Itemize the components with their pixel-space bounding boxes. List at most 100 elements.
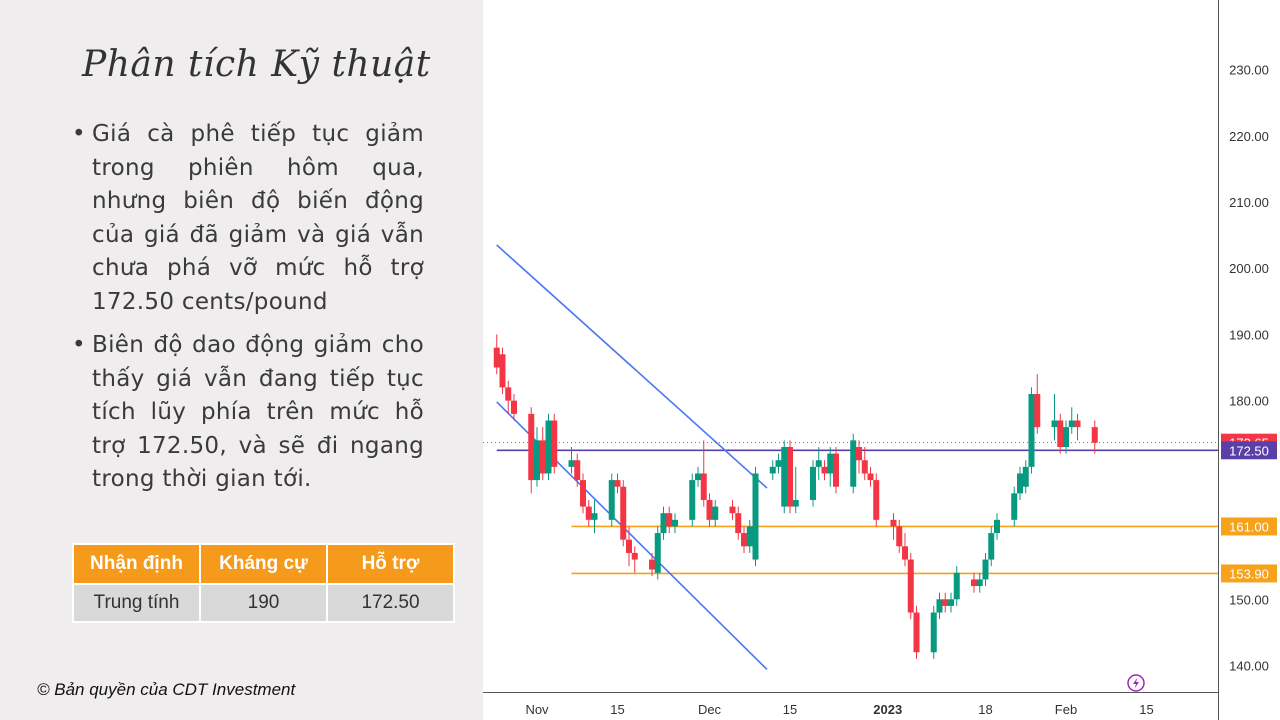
candle bbox=[608, 473, 615, 527]
candle-body bbox=[982, 559, 989, 580]
candle-body bbox=[1022, 466, 1029, 487]
candle-body bbox=[626, 539, 632, 553]
candle-body bbox=[706, 499, 713, 520]
candle bbox=[907, 552, 914, 620]
candle bbox=[1057, 413, 1064, 454]
candle bbox=[729, 499, 736, 520]
price-label: 172.50 bbox=[1221, 441, 1277, 460]
candle-body bbox=[741, 533, 747, 547]
candle-body bbox=[896, 526, 903, 547]
price-chart[interactable]: 230.00 220.00 210.00 200.00 190.00 180.00 150.… bbox=[483, 0, 1280, 720]
candle-body bbox=[672, 519, 678, 527]
candle-body bbox=[666, 513, 673, 527]
candle-body bbox=[781, 446, 788, 507]
candle bbox=[971, 572, 977, 593]
candle bbox=[867, 466, 874, 487]
candle bbox=[580, 473, 586, 514]
candle bbox=[585, 499, 592, 527]
price-label-text: 161.00 bbox=[1229, 519, 1269, 534]
price-tick-label: 220.00 bbox=[1229, 129, 1269, 144]
candle bbox=[712, 499, 719, 527]
candle-body bbox=[511, 400, 517, 414]
candle bbox=[511, 394, 517, 421]
header-resistance: Kháng cự bbox=[199, 543, 328, 585]
candle-body bbox=[649, 559, 655, 570]
chart-canvas[interactable]: 230.00 220.00 210.00 200.00 190.00 180.00 150.… bbox=[483, 0, 1280, 720]
candle-body bbox=[873, 480, 880, 520]
candle bbox=[1068, 407, 1075, 434]
price-tick-label: 230.00 bbox=[1229, 63, 1269, 78]
price-label-box bbox=[1221, 441, 1277, 460]
candle bbox=[861, 446, 868, 481]
candle-body bbox=[867, 473, 874, 481]
candle bbox=[752, 466, 759, 567]
candle bbox=[746, 519, 753, 553]
candle-body bbox=[700, 473, 707, 500]
candle bbox=[942, 592, 949, 613]
price-label-text: 153.90 bbox=[1229, 566, 1269, 581]
candle-body bbox=[1034, 394, 1041, 428]
time-tick-label: Nov bbox=[525, 702, 549, 717]
candle-body bbox=[988, 533, 995, 560]
candle bbox=[574, 453, 581, 487]
candle bbox=[936, 592, 943, 620]
copyright-note: © Bản quyền của CDT Investment bbox=[37, 680, 296, 699]
candle-body bbox=[769, 466, 776, 474]
price-axis: 230.00 220.00 210.00 200.00 190.00 180.00 150.… bbox=[1229, 63, 1269, 674]
candle bbox=[1028, 387, 1035, 474]
candle-body bbox=[660, 513, 667, 534]
candle bbox=[528, 407, 535, 494]
header-support: Hỗ trợ bbox=[326, 543, 455, 585]
price-label: 153.90 bbox=[1221, 564, 1277, 583]
candle bbox=[614, 473, 621, 494]
candle-body bbox=[568, 460, 575, 467]
candle bbox=[1051, 394, 1058, 441]
candle-body bbox=[890, 519, 897, 527]
candle-body bbox=[948, 599, 954, 606]
candle bbox=[1034, 374, 1041, 434]
candle bbox=[654, 526, 661, 580]
candle bbox=[660, 506, 667, 540]
candle-body bbox=[861, 460, 868, 474]
price-tick-label: 180.00 bbox=[1229, 394, 1269, 409]
candle-body bbox=[1074, 420, 1081, 428]
candle-body bbox=[620, 486, 627, 540]
candle-body bbox=[913, 612, 920, 653]
candle bbox=[1063, 420, 1069, 454]
candle-body bbox=[907, 559, 914, 613]
candle bbox=[568, 446, 575, 474]
candle bbox=[539, 427, 546, 481]
price-tick-label: 150.00 bbox=[1229, 592, 1269, 607]
candle bbox=[505, 380, 512, 414]
candle-body bbox=[585, 506, 592, 520]
candle-body bbox=[953, 572, 960, 600]
candle bbox=[902, 533, 908, 567]
candle bbox=[982, 552, 989, 587]
time-tick-label: 15 bbox=[783, 702, 797, 717]
candle bbox=[850, 433, 857, 494]
lightning-icon[interactable] bbox=[1127, 674, 1145, 692]
candle bbox=[666, 506, 673, 534]
candle bbox=[976, 572, 983, 593]
candle-body bbox=[1091, 427, 1098, 443]
candle-body bbox=[1017, 473, 1023, 494]
candle bbox=[810, 460, 816, 507]
candle-body bbox=[833, 453, 839, 487]
candle-body bbox=[936, 599, 943, 613]
price-label-box bbox=[1221, 517, 1277, 536]
candle-body bbox=[752, 473, 759, 560]
candle bbox=[672, 513, 678, 534]
candle-body bbox=[792, 499, 799, 507]
candle bbox=[499, 347, 506, 395]
time-tick-label: 2023 bbox=[873, 702, 902, 717]
candle bbox=[1011, 486, 1018, 527]
candle-body bbox=[534, 440, 540, 481]
candle bbox=[769, 460, 776, 481]
bullet-item-2: Biên độ dao động giảm cho thấy giá vẫn đ… bbox=[72, 329, 424, 497]
candle-body bbox=[689, 480, 696, 520]
candle-body bbox=[1057, 420, 1064, 447]
price-label: 161.00 bbox=[1221, 517, 1277, 536]
candle-body bbox=[574, 460, 581, 481]
candle bbox=[493, 334, 500, 375]
